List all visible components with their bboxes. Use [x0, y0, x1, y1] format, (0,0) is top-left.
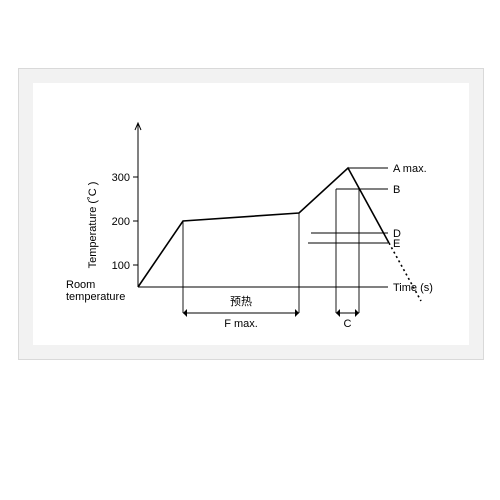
chart-outer-panel: Time (s)100200300Temperature (˚C )Roomte… [18, 68, 484, 360]
span-arrow-left-F [183, 309, 187, 317]
y-tick-label: 100 [112, 260, 130, 272]
span-bottom-label-C: C [344, 318, 352, 330]
ref-label-A: A max. [393, 163, 427, 175]
span-arrow-right-C [355, 309, 359, 317]
y-tick-label: 300 [112, 172, 130, 184]
y-axis-title: Temperature (˚C ) [87, 182, 99, 269]
y-tick-label: 200 [112, 216, 130, 228]
ref-label-E: E [393, 238, 400, 250]
origin-label: Roomtemperature [66, 279, 125, 303]
span-arrow-right-F [295, 309, 299, 317]
span-arrow-left-C [336, 309, 340, 317]
ref-label-B: B [393, 184, 400, 196]
temperature-profile [138, 168, 389, 287]
span-bottom-label-F: F max. [224, 318, 258, 330]
chart-inner-panel: Time (s)100200300Temperature (˚C )Roomte… [33, 83, 469, 345]
span-top-label-F: 预热 [230, 295, 252, 308]
profile-chart: Time (s)100200300Temperature (˚C )Roomte… [33, 83, 469, 345]
